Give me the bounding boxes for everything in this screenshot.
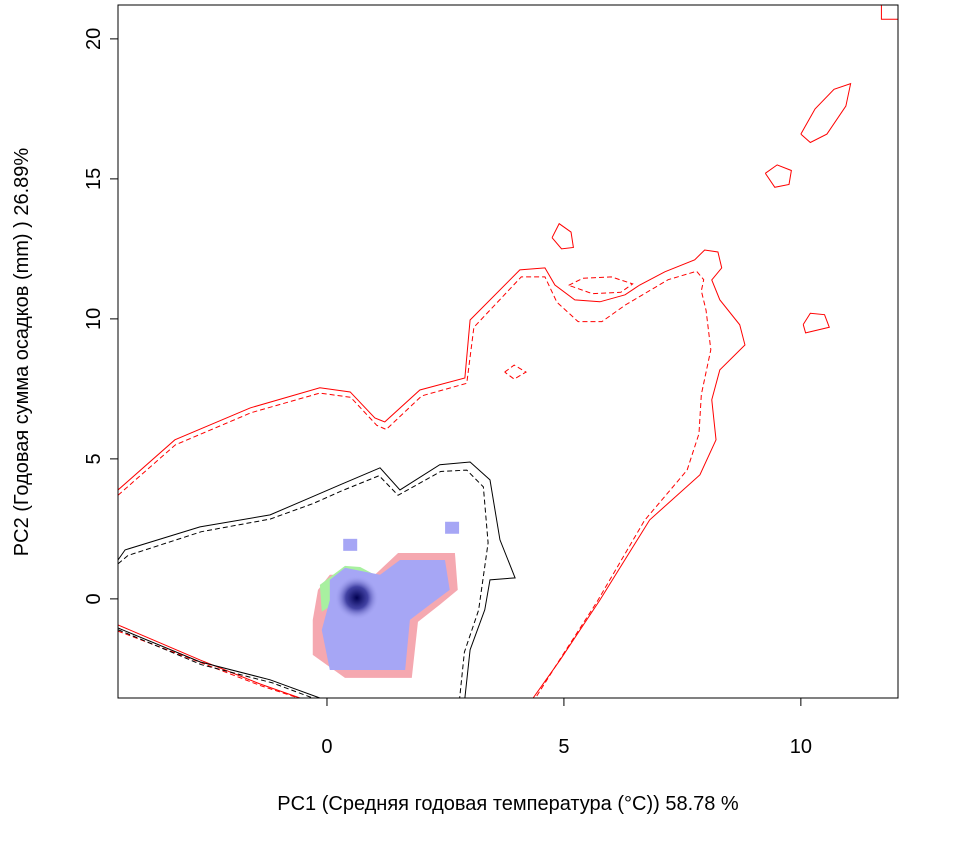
contour-line [118,461,516,698]
x-axis-label: PC1 (Средняя годовая температура (°C)) 5… [277,793,739,815]
y-axis-label: PC2 (Годовая сумма осадков (mm) ) 26.89% [11,148,33,557]
plot-frame [117,4,899,699]
y-tick-label: 15 [83,168,105,190]
contour-line [551,222,574,250]
contour-line [118,270,712,698]
contour-line [568,276,634,295]
contour-line [802,312,830,334]
y-tick-label: 0 [83,593,105,604]
density-peak [334,575,379,620]
y-tick-label: 10 [83,308,105,330]
density-area [321,559,450,670]
contour-line [118,629,313,698]
contour-line [880,5,898,20]
contour-line [118,627,321,698]
x-tick-label: 10 [790,736,812,758]
contour-line [764,164,792,188]
x-tick-label: 0 [321,736,332,758]
contour-line [800,82,852,144]
contour-line [118,469,489,698]
plot-area [118,5,898,698]
contour-line [118,624,301,698]
density-cell [445,521,460,534]
contour-line [504,364,527,380]
y-tick-label: 5 [83,453,105,464]
x-tick-label: 5 [558,736,569,758]
density-cell [343,538,358,551]
y-tick-label: 20 [83,28,105,50]
contour-line [118,249,746,698]
